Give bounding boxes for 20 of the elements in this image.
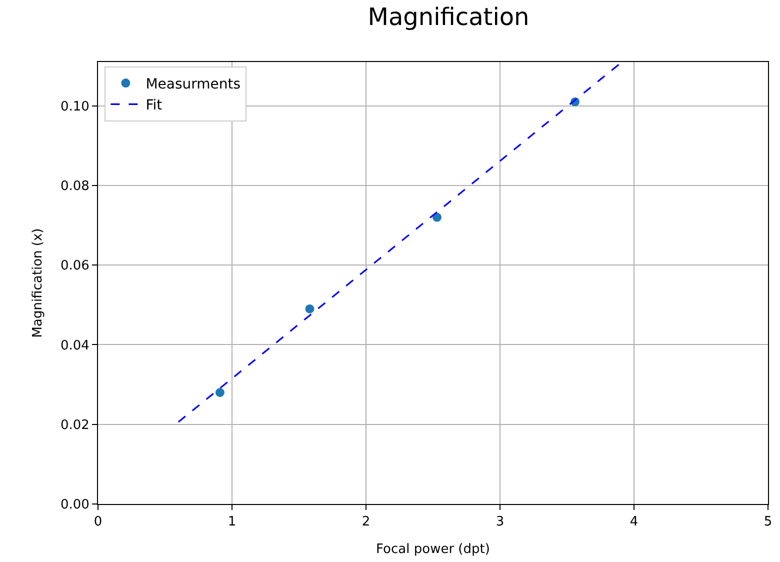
y-axis-title: Magnification (x) <box>30 228 46 338</box>
y-tick-label: 0.06 <box>60 258 90 274</box>
legend-label: Fit <box>146 98 163 114</box>
y-tick-label: 0.10 <box>60 99 90 114</box>
x-tick-label: 1 <box>228 514 236 530</box>
y-tick-label: 0.02 <box>60 418 90 433</box>
x-axis-title: Focal power (dpt) <box>376 542 490 558</box>
point <box>432 212 442 222</box>
point <box>215 388 224 397</box>
chart-title: Magnification <box>368 3 530 32</box>
x-tick-label: 3 <box>496 514 504 530</box>
y-tick-label: 0.04 <box>60 338 90 354</box>
x-tick-label: 2 <box>362 514 370 530</box>
x-tick-label: 0 <box>94 514 102 530</box>
x-tick-label: 5 <box>764 514 772 530</box>
point <box>305 304 314 314</box>
y-tick-label: 0.08 <box>60 178 90 194</box>
x-tick-label: 4 <box>630 514 638 530</box>
y-tick-label: 0.00 <box>60 498 90 513</box>
legend-label: Measurments <box>146 76 241 92</box>
